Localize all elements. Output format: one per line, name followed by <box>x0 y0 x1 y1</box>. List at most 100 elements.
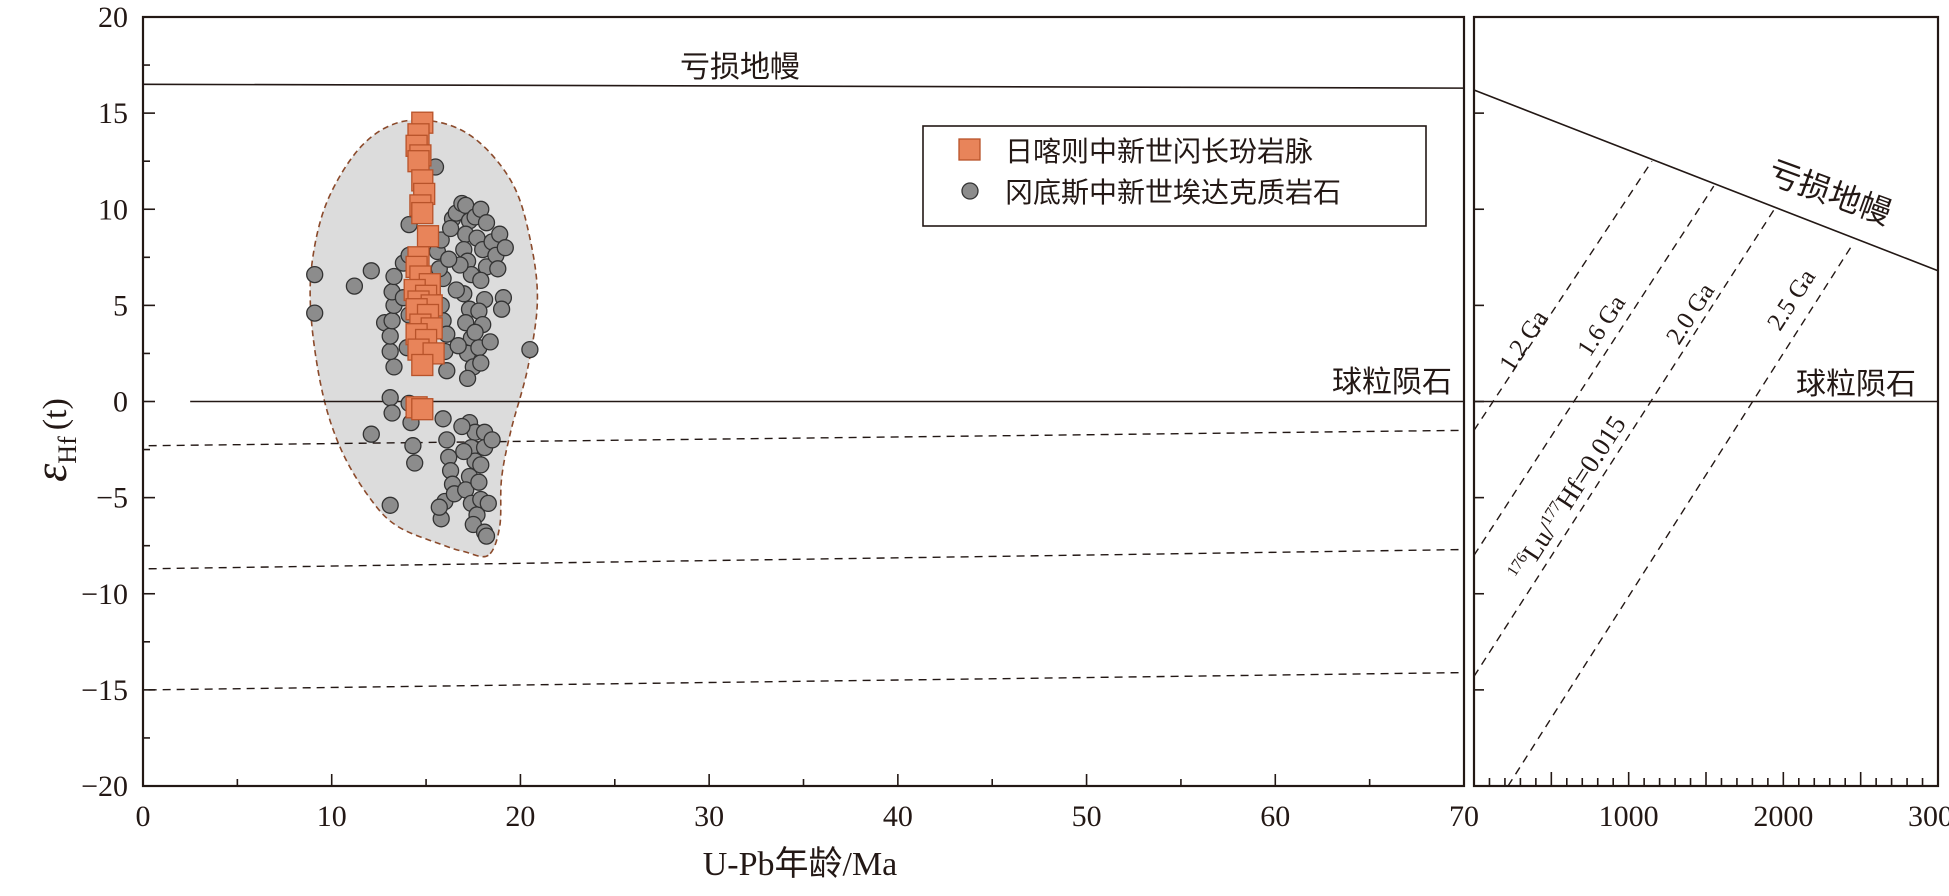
model-line-3 <box>1473 185 1715 556</box>
right-evolution-lines <box>1473 89 1939 787</box>
model-line-5 <box>1507 243 1854 787</box>
adakite-point <box>472 271 490 290</box>
legend-box <box>922 125 1427 227</box>
right-x-tick-label: 3000 <box>1908 800 1949 833</box>
model-line-0 <box>1473 89 1939 272</box>
model-age-label-2-5: 2.5 Ga <box>1762 265 1821 336</box>
ratio-hf: Hf=0.015 <box>1550 410 1632 514</box>
adakite-point <box>496 239 514 257</box>
legend: 日喀则中新世闪长玢岩脉 冈底斯中新世埃达克质岩石 <box>922 125 1427 227</box>
x-tick-label: 60 <box>1260 800 1290 833</box>
legend-square-marker <box>958 138 981 161</box>
model-age-label-1-2: 1.2 Ga <box>1494 306 1553 377</box>
reference-line-depleted-mantle <box>142 83 1465 89</box>
adakite-point <box>449 337 467 355</box>
adakite-point <box>383 312 401 330</box>
y-axis-label-tail: (t) <box>37 398 74 430</box>
adakite-point <box>406 454 424 472</box>
adakite-point <box>477 214 496 232</box>
x-tick-label: 30 <box>694 800 724 833</box>
x-tick-label: 20 <box>505 800 535 833</box>
right-axis-ticks: 1000 2000 3000 <box>1473 16 1949 833</box>
y-tick-label: 0 <box>113 386 128 419</box>
adakite-point <box>381 389 399 407</box>
adakite-point <box>434 410 452 428</box>
adakite-point <box>385 358 403 376</box>
y-tick-label: 15 <box>98 97 128 130</box>
adakite-point <box>381 327 399 345</box>
adakite-point <box>381 496 399 514</box>
chur-label-left: 球粒陨石 <box>1332 365 1452 400</box>
adakite-point <box>440 250 458 268</box>
x-tick-label: 50 <box>1072 800 1102 833</box>
model-line-4 <box>1473 206 1777 677</box>
dyke-point <box>407 150 430 173</box>
adakite-point <box>385 267 403 286</box>
adakite-point <box>438 431 456 449</box>
adakite-point <box>381 342 399 361</box>
adakite-point <box>362 425 380 443</box>
y-tick-label: −20 <box>81 770 128 803</box>
adakite-point <box>492 300 511 318</box>
adakite-point <box>345 277 364 295</box>
y-axis-label: εHf (t) <box>25 398 82 482</box>
adakite-point <box>466 323 484 341</box>
adakite-point <box>441 219 460 238</box>
y-tick-label: −5 <box>96 482 128 515</box>
lu-hf-ratio-label: 176Lu/177Hf=0.015 <box>1503 410 1632 586</box>
x-axis-label: U-Pb年龄/Ma <box>703 845 898 883</box>
evolution-line-dashed <box>148 548 1465 570</box>
right-x-tick-label: 2000 <box>1753 800 1813 833</box>
depleted-mantle-label-left: 亏损地幔 <box>680 50 800 85</box>
adakite-point <box>477 527 496 545</box>
y-tick-label: 10 <box>98 193 128 226</box>
dyke-point <box>411 201 434 225</box>
left-data-points <box>306 111 539 545</box>
adakite-point <box>362 262 380 280</box>
x-tick-label: 40 <box>883 800 913 833</box>
dyke-point <box>416 225 440 248</box>
adakite-point <box>479 494 497 513</box>
adakite-point <box>481 333 499 351</box>
depleted-mantle-label-right: 亏损地幔 <box>1763 153 1896 232</box>
legend-label-adakites: 冈底斯中新世埃达克质岩石 <box>1005 176 1341 209</box>
y-axis-label-epsilon: ε <box>25 463 76 482</box>
adakite-point <box>447 281 465 299</box>
adakite-point <box>489 260 507 278</box>
legend-label-dykes: 日喀则中新世闪长玢岩脉 <box>1005 135 1313 168</box>
adakite-point <box>455 442 473 461</box>
right-x-tick-label: 1000 <box>1599 800 1659 833</box>
adakite-point <box>472 354 490 372</box>
adakite-point <box>472 456 490 474</box>
adakite-point <box>383 404 401 422</box>
legend-circle-marker <box>961 182 979 200</box>
adakite-point <box>470 473 488 491</box>
x-tick-label: 70 <box>1449 800 1479 833</box>
x-tick-label: 10 <box>317 800 347 833</box>
adakite-point <box>430 498 448 516</box>
model-age-label-2-0: 2.0 Ga <box>1661 279 1720 350</box>
x-tick-label: 0 <box>136 800 151 833</box>
adakite-point <box>404 437 422 455</box>
y-tick-label: 20 <box>98 1 128 34</box>
adakite-point <box>458 369 477 388</box>
y-tick-label: −10 <box>81 578 128 611</box>
adakite-point <box>521 340 539 359</box>
adakite-point <box>306 304 324 322</box>
y-tick-label: 5 <box>113 289 128 322</box>
dyke-point <box>411 398 434 421</box>
chur-label-right: 球粒陨石 <box>1796 367 1916 402</box>
adakite-point <box>453 417 471 436</box>
y-tick-label: −15 <box>81 674 128 707</box>
y-axis-label-subscript: Hf <box>53 436 82 464</box>
adakite-point <box>438 362 456 380</box>
dyke-point <box>411 353 434 377</box>
evolution-line-dashed <box>148 429 1465 447</box>
adakite-point <box>483 431 501 449</box>
model-line-2 <box>1473 160 1653 431</box>
evolution-line-dashed <box>148 671 1465 691</box>
adakite-point <box>306 265 324 284</box>
